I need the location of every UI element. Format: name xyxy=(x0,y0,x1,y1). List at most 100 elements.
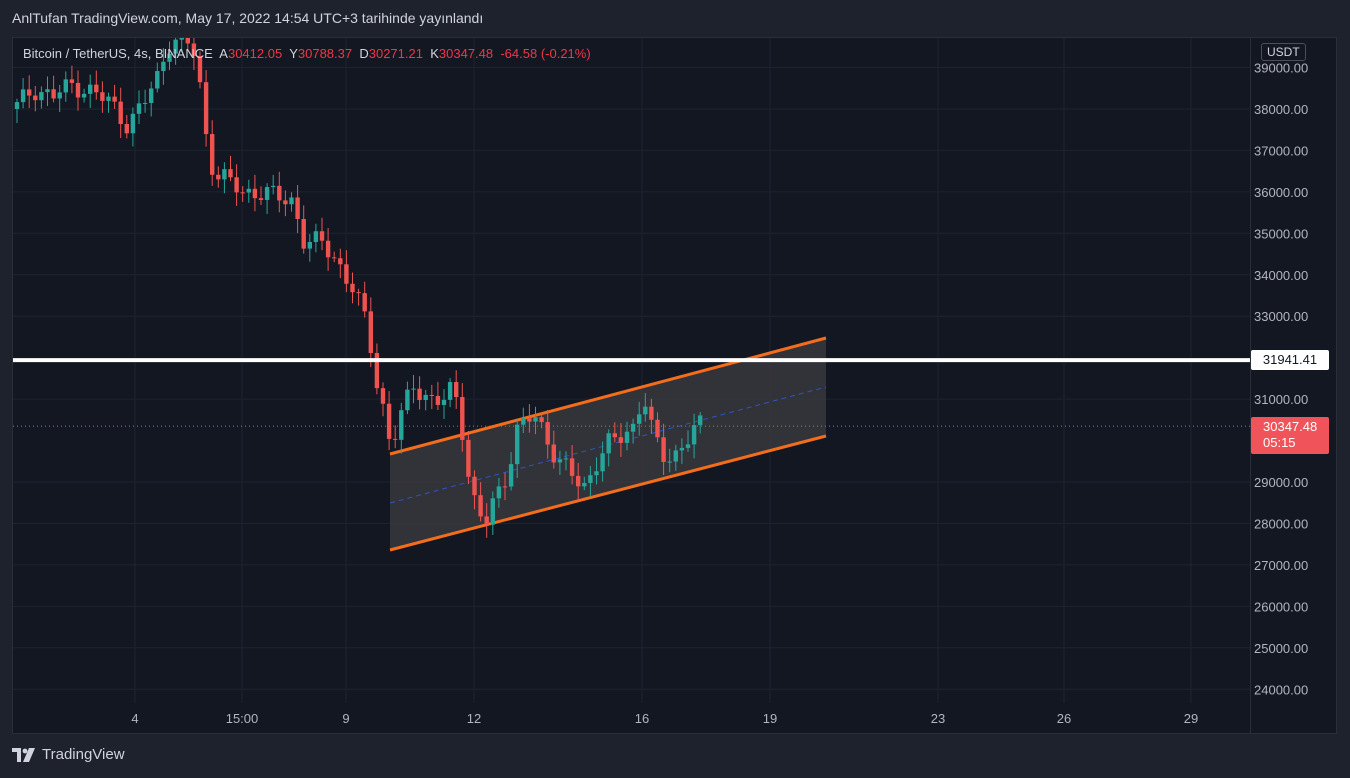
candle-body xyxy=(88,84,93,94)
candle-body xyxy=(106,96,111,101)
candle-body xyxy=(39,92,44,101)
last-price-badge: 30347.48 05:15 xyxy=(1251,417,1329,454)
candle-body xyxy=(393,438,398,440)
candle-body xyxy=(508,464,514,487)
candle-body xyxy=(399,410,404,440)
candle-body xyxy=(240,192,245,194)
candle-body xyxy=(624,431,630,443)
candle-body xyxy=(222,169,227,180)
candle-body xyxy=(496,486,502,499)
candle-body xyxy=(582,483,587,487)
candle-body xyxy=(557,459,563,463)
footer-brand-text: TradingView xyxy=(42,746,125,763)
price-tick-label: 34000.00 xyxy=(1254,268,1308,283)
candle-body xyxy=(368,311,373,353)
time-tick-label: 23 xyxy=(931,711,945,726)
candle-body xyxy=(289,197,294,205)
currency-badge[interactable]: USDT xyxy=(1261,43,1306,61)
candle-body xyxy=(539,417,544,423)
candle-body xyxy=(667,461,672,463)
time-tick-label: 19 xyxy=(763,711,777,726)
time-axis: 4 15:00 9 12 16 19 23 26 29 xyxy=(131,711,1198,726)
candle-body xyxy=(374,352,380,389)
chart-frame[interactable]: 4 15:00 9 12 16 19 23 26 29 39000.00 38000.00 3700… xyxy=(12,37,1337,734)
candle-body xyxy=(179,38,184,40)
candle-body xyxy=(283,200,288,205)
bar-countdown: 05:15 xyxy=(1263,435,1296,450)
candle-body xyxy=(75,82,81,98)
candle-body xyxy=(588,475,593,484)
candle-body xyxy=(173,39,178,54)
candle-body xyxy=(167,53,172,62)
candle-body xyxy=(338,258,343,265)
candle-body xyxy=(551,444,556,463)
time-tick-label: 12 xyxy=(467,711,481,726)
price-tick-label: 28000.00 xyxy=(1254,516,1308,531)
candle-body xyxy=(478,495,483,517)
candles xyxy=(14,38,703,538)
candle-body xyxy=(301,218,306,249)
candle-body xyxy=(356,292,361,294)
candle-body xyxy=(673,450,678,462)
candle-body xyxy=(545,422,550,445)
candle-body xyxy=(277,185,282,201)
candle-body xyxy=(57,92,62,99)
candle-body xyxy=(405,389,410,411)
candle-body xyxy=(203,82,209,135)
candle-body xyxy=(234,177,239,193)
candle-body xyxy=(197,55,203,83)
open-label: A xyxy=(219,46,228,61)
candle-body xyxy=(264,187,270,200)
candle-body xyxy=(124,123,129,134)
candle-body xyxy=(112,96,117,102)
price-tick-label: 26000.00 xyxy=(1254,599,1308,614)
candle-body xyxy=(466,439,471,477)
candle-body xyxy=(386,403,392,439)
candle-body xyxy=(63,79,68,93)
candle-body xyxy=(502,486,508,488)
time-tick-label: 29 xyxy=(1184,711,1198,726)
candle-body xyxy=(417,388,422,401)
price-tick-label: 36000.00 xyxy=(1254,185,1308,200)
price-tick-label: 38000.00 xyxy=(1254,102,1308,117)
candle-body xyxy=(612,433,617,438)
candle-body xyxy=(94,84,99,93)
close-value: 30347.48 xyxy=(438,46,494,61)
high-label: Y xyxy=(289,46,298,61)
time-tick-label: 9 xyxy=(342,711,349,726)
symbol-legend: Bitcoin / TetherUS, 4s, BINANCE A30412.0… xyxy=(23,46,591,61)
chart-pane[interactable]: 4 15:00 9 12 16 19 23 26 29 xyxy=(13,38,1250,733)
candle-body xyxy=(362,293,367,312)
publish-caption: AnlTufan TradingView.com, May 17, 2022 1… xyxy=(12,10,484,26)
candle-body xyxy=(527,418,532,422)
candle-body xyxy=(563,458,569,460)
candle-body xyxy=(258,198,264,200)
candle-body xyxy=(643,406,648,415)
candle-body xyxy=(569,458,575,476)
candle-body xyxy=(81,93,87,98)
time-tick-label: 4 xyxy=(131,711,138,726)
candle-body xyxy=(594,471,599,476)
candle-body xyxy=(325,240,331,258)
change-value: -64.58 (-0.21%) xyxy=(500,46,591,61)
candle-body xyxy=(33,95,38,101)
price-tick-label: 24000.00 xyxy=(1254,682,1308,697)
candle-body xyxy=(27,89,32,96)
footer-brand[interactable]: TradingView xyxy=(12,746,125,763)
candle-body xyxy=(100,92,105,101)
price-tick-label: 25000.00 xyxy=(1254,641,1308,656)
channel-lower-line xyxy=(389,434,827,552)
candle-body xyxy=(161,61,166,72)
candle-body xyxy=(679,447,685,451)
candle-body xyxy=(350,283,355,293)
price-axis[interactable]: 39000.00 38000.00 37000.00 36000.00 35000.00… xyxy=(1250,38,1337,733)
candle-body xyxy=(252,188,258,199)
candle-body xyxy=(307,242,312,249)
candle-body xyxy=(521,418,526,425)
candle-body xyxy=(332,257,337,259)
candle-body xyxy=(630,423,636,432)
candle-body xyxy=(45,89,50,93)
candle-body xyxy=(447,382,453,400)
candle-body xyxy=(655,419,660,438)
price-tick-label: 27000.00 xyxy=(1254,558,1308,573)
